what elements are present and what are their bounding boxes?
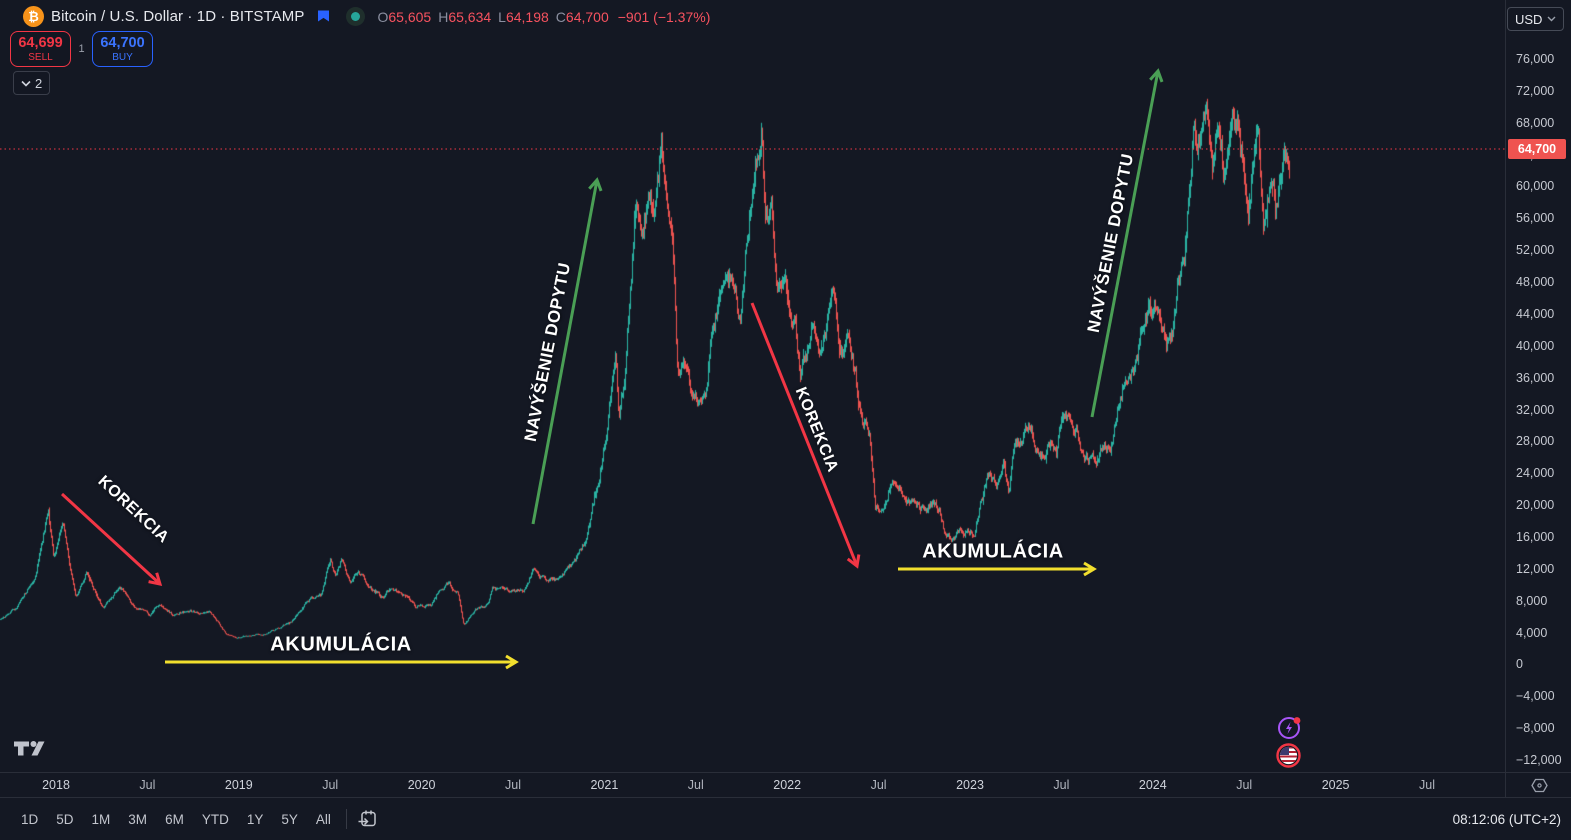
range-button-YTD[interactable]: YTD [193,808,238,831]
time-axis-label: 2021 [590,778,619,792]
toolbar-separator [345,809,347,829]
price-tick-label: 48,000 [1516,275,1555,290]
price-scale-settings[interactable] [1505,772,1571,798]
range-button-6M[interactable]: 6M [156,808,193,831]
price-tick-label: 40,000 [1516,338,1555,353]
price-tick-label: 36,000 [1516,370,1555,385]
price-tick-label: 4,000 [1516,625,1548,640]
go-to-date-button[interactable] [357,808,379,830]
last-price-label: 64,700 [1508,139,1566,159]
tradingview-logo[interactable] [14,738,45,756]
object-tree-count: 2 [35,75,43,91]
symbol-title[interactable]: Bitcoin / U.S. Dollar · 1D · BITSTAMP [51,8,305,25]
price-tick-label: −8,000 [1516,721,1555,736]
flash-ideas-button[interactable] [1277,716,1301,740]
price-tick-label: 32,000 [1516,402,1555,417]
currency-value: USD [1515,11,1543,27]
market-status-icon[interactable] [346,7,366,26]
time-axis-label: Jul [1236,778,1253,792]
us-economic-event-icon[interactable] [1276,743,1301,768]
session-clock[interactable]: 08:12:06 (UTC+2) [1452,811,1561,827]
trade-panel: 64,699 SELL 1 64,700 BUY [10,31,153,67]
price-tick-label: 56,000 [1516,211,1555,226]
spread-value: 1 [78,43,85,55]
bitcoin-icon: ₿ [23,6,44,27]
price-tick-label: 52,000 [1516,243,1555,258]
price-scale[interactable]: 64,700 76,00072,00068,00064,00060,00056,… [1505,0,1571,772]
corner-icons [1276,716,1301,768]
buy-label: BUY [112,52,133,63]
sell-price: 64,699 [18,35,63,51]
ohlc-value: 64,700 [565,8,609,25]
chevron-down-icon [21,80,31,87]
price-tick-label: 16,000 [1516,529,1555,544]
price-tick-label: 72,000 [1516,83,1555,98]
price-tick-label: 76,000 [1516,52,1555,66]
currency-dropdown[interactable]: USD [1507,7,1564,31]
price-tick-label: 28,000 [1516,434,1555,449]
ohlc-value: 65,605 [388,8,432,25]
ohlc-key: C [555,8,566,25]
flag-bookmark-icon[interactable] [314,8,332,26]
price-tick-label: 44,000 [1516,306,1555,321]
price-tick-label: −4,000 [1516,689,1555,704]
time-axis-label: 2024 [1138,778,1167,792]
time-axis-label: 2018 [42,778,70,792]
range-button-1Y[interactable]: 1Y [238,808,273,831]
time-axis-label: 2022 [773,778,802,792]
price-tick-label: 60,000 [1516,179,1555,194]
time-axis-label: Jul [322,778,339,792]
sell-button[interactable]: 64,699 SELL [10,31,71,67]
buy-button[interactable]: 64,700 BUY [92,31,153,67]
chevron-down-icon [1547,16,1556,22]
ohlc-value: 64,198 [505,8,549,25]
price-tick-label: 68,000 [1516,115,1555,130]
calendar-icon [358,810,376,827]
time-axis-label: Jul [1419,778,1435,792]
price-tick-label: 8,000 [1516,593,1548,608]
time-axis-label: 2025 [1321,778,1350,792]
ohlc-key: L [498,8,506,25]
time-axis-label: 2023 [956,778,984,792]
time-scale[interactable]: 2018 Jul 2019 Jul 2020 Jul 2021 Jul 2022 Jul 2023 J… [0,772,1505,798]
bottom-toolbar: 1D 5D 1M 3M 6M YTD 1Y 5Y All 08:12:06 (UTC+2) [0,797,1571,840]
price-tick-label: 24,000 [1516,466,1555,481]
range-button-1M[interactable]: 1M [83,808,120,831]
range-button-3M[interactable]: 3M [119,808,156,831]
annotation-label-akumulacia-1[interactable]: AKUMULÁCIA [270,633,412,656]
time-axis-label: 2019 [224,778,253,792]
range-button-1D[interactable]: 1D [12,808,47,831]
price-change: −901 (−1.37%) [617,8,711,25]
hexagon-settings-icon [1530,778,1548,793]
price-tick-label: −12,000 [1516,753,1562,767]
price-tick-label: 0 [1516,657,1523,672]
chart-legend: ₿ Bitcoin / U.S. Dollar · 1D · BITSTAMP … [23,6,710,27]
price-tick-label: 12,000 [1516,561,1555,576]
range-button-All[interactable]: All [307,808,340,831]
time-axis-label: Jul [505,778,521,792]
annotation-label-akumulacia-2[interactable]: AKUMULÁCIA [922,540,1064,563]
range-button-5D[interactable]: 5D [47,808,82,831]
buy-price: 64,700 [100,35,145,51]
time-axis-label: 2020 [407,778,436,792]
object-tree-collapse-button[interactable]: 2 [13,71,51,95]
sell-label: SELL [28,52,53,63]
ohlc-key: H [438,8,449,25]
range-button-5Y[interactable]: 5Y [272,808,307,831]
ohlc-key: O [377,8,389,25]
price-tick-label: 20,000 [1516,498,1555,513]
time-axis-label: Jul [687,778,704,792]
time-axis-label: Jul [139,778,156,792]
time-axis-label: Jul [1053,778,1070,792]
ohlc-value: 65,634 [448,8,492,25]
time-axis-label: Jul [870,778,887,792]
candlestick-chart[interactable] [0,0,1505,772]
ohlc-readout: O65,605 H65,634 L64,198 C64,700 −901 (−1.37%… [377,9,710,25]
